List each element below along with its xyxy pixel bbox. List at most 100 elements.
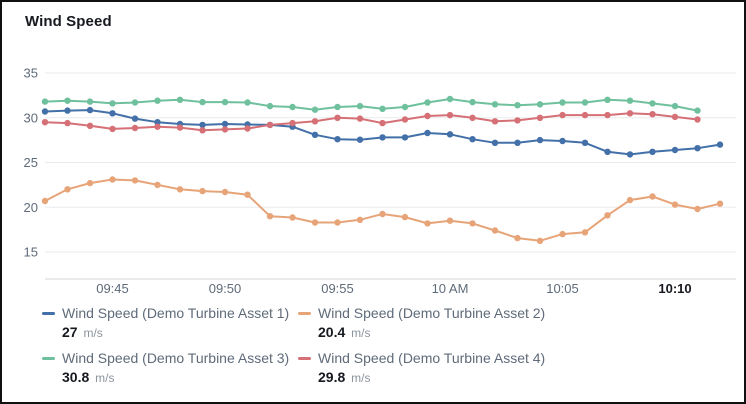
data-point: [424, 99, 431, 106]
data-point: [491, 139, 499, 146]
legend-label: Wind Speed (Demo Turbine Asset 3): [62, 350, 290, 366]
data-point: [199, 127, 206, 134]
data-point: [671, 113, 679, 121]
data-point: [221, 98, 229, 106]
data-point: [266, 213, 274, 220]
data-point: [626, 151, 634, 158]
data-point: [446, 217, 454, 224]
data-point: [109, 125, 116, 133]
data-point: [176, 96, 184, 103]
data-point: [649, 111, 656, 118]
data-point: [536, 114, 544, 121]
y-axis-tick-label: 30: [24, 110, 38, 125]
data-point: [379, 134, 386, 141]
data-point: [514, 102, 521, 109]
data-point: [401, 103, 409, 111]
data-point: [694, 107, 701, 114]
data-point: [581, 139, 589, 146]
data-point: [154, 123, 161, 130]
data-point: [536, 237, 544, 244]
data-point: [559, 111, 566, 119]
data-point: [649, 148, 656, 155]
data-point: [469, 114, 476, 121]
data-point: [626, 196, 634, 204]
x-axis-tick-label: 10 AM: [432, 281, 469, 296]
data-point: [41, 119, 49, 126]
data-point: [491, 118, 499, 125]
chart-legend: Wind Speed (Demo Turbine Asset 1) 27 m/s…: [42, 305, 545, 386]
data-point: [109, 176, 116, 183]
data-point: [41, 108, 49, 115]
x-axis-labels: 09:45 09:50 09:55 10 AM 10:05 10:10: [96, 281, 691, 296]
data-point: [311, 118, 319, 125]
data-point: [86, 179, 94, 187]
data-point: [536, 101, 544, 108]
data-point: [379, 105, 386, 112]
data-point: [266, 102, 274, 110]
series-3-line: [41, 95, 701, 114]
data-point: [604, 148, 611, 155]
data-point: [671, 201, 679, 208]
data-point: [154, 97, 161, 104]
data-point: [694, 145, 701, 152]
data-point: [221, 126, 229, 133]
legend-item-asset-2: Wind Speed (Demo Turbine Asset 2) 20.4 m…: [298, 305, 545, 341]
legend-unit: m/s: [351, 326, 371, 340]
legend-unit: m/s: [351, 371, 371, 385]
data-point: [671, 102, 679, 110]
data-point: [649, 100, 656, 107]
x-axis-tick-label: 09:45: [96, 281, 129, 296]
y-axis-tick-label: 35: [24, 66, 38, 81]
data-point: [289, 103, 296, 111]
series-2-dash-icon: [298, 311, 311, 315]
legend-unit: m/s: [83, 326, 103, 340]
series-3-dash-icon: [42, 356, 55, 360]
series-2-line: [41, 176, 724, 244]
data-point: [671, 146, 679, 154]
data-point: [604, 212, 611, 219]
legend-value: 20.4: [318, 324, 346, 340]
data-point: [469, 136, 476, 143]
data-point: [424, 129, 431, 137]
data-point: [356, 115, 364, 122]
data-point: [41, 98, 49, 105]
data-point: [401, 213, 409, 221]
legend-item-asset-3: Wind Speed (Demo Turbine Asset 3) 30.8 m…: [42, 350, 298, 386]
data-point: [289, 119, 296, 127]
data-point: [131, 115, 139, 122]
data-point: [401, 116, 409, 123]
legend-item-asset-4: Wind Speed (Demo Turbine Asset 4) 29.8 m…: [298, 350, 545, 386]
data-point: [199, 98, 206, 106]
data-point: [424, 112, 431, 120]
data-point: [446, 95, 454, 103]
data-point: [491, 227, 499, 234]
data-point: [131, 177, 139, 184]
data-point: [221, 120, 229, 128]
data-point: [581, 111, 589, 119]
data-point: [86, 122, 94, 129]
data-point: [109, 100, 116, 107]
data-point: [221, 188, 229, 196]
series-4-dash-icon: [298, 356, 311, 360]
data-point: [64, 107, 71, 114]
data-point: [64, 97, 71, 104]
y-axis-tick-label: 25: [24, 155, 38, 170]
data-point: [559, 99, 566, 106]
data-point: [356, 216, 364, 223]
data-point: [626, 110, 634, 117]
data-point: [244, 125, 251, 132]
data-point: [514, 234, 521, 242]
data-point: [64, 119, 71, 127]
data-point: [514, 139, 521, 146]
x-axis-tick-label: 09:50: [209, 281, 242, 296]
x-axis-tick-label: 10:05: [546, 281, 579, 296]
data-point: [176, 186, 184, 193]
data-point: [154, 119, 161, 126]
series-4-line: [41, 110, 701, 134]
data-point: [716, 141, 724, 148]
wind-speed-chart[interactable]: 35 30 25 20 15 09:45 09:50 09:55 10 AM 10:05 10:10: [2, 56, 746, 306]
data-point: [581, 99, 589, 106]
data-point: [626, 97, 634, 104]
data-point: [334, 136, 341, 143]
